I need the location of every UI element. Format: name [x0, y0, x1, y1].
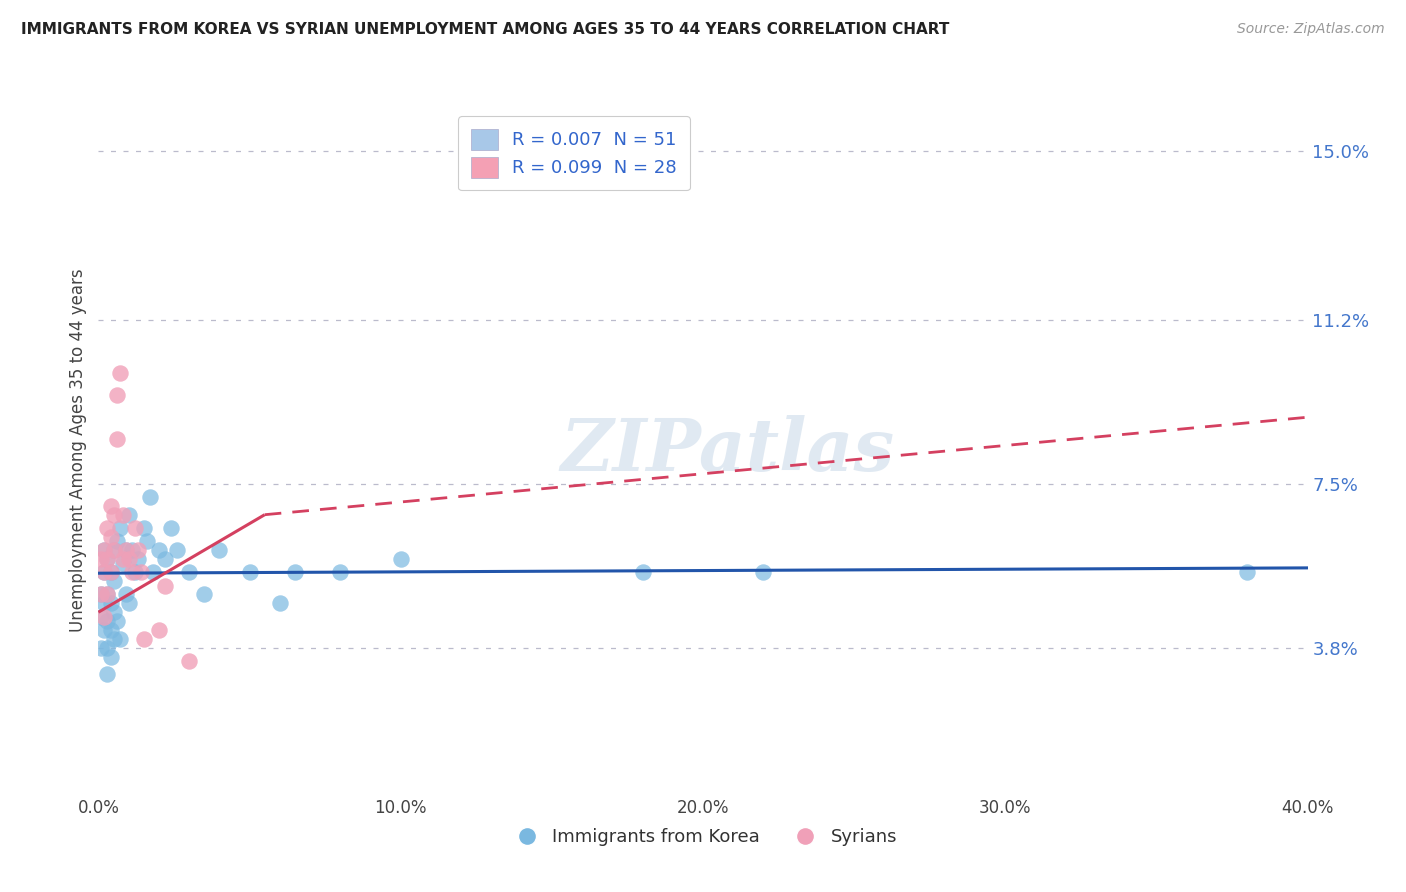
- Point: [160, 521, 183, 535]
- Point: [96, 521, 118, 535]
- Point: [90, 609, 112, 624]
- Point: [96, 552, 118, 566]
- Point: [129, 566, 152, 580]
- Point: [179, 566, 201, 580]
- Point: [100, 566, 122, 580]
- Point: [127, 552, 149, 566]
- Point: [153, 579, 176, 593]
- Point: [96, 614, 118, 628]
- Point: [105, 433, 128, 447]
- Point: [93, 566, 115, 580]
- Point: [284, 566, 307, 580]
- Point: [114, 543, 136, 558]
- Point: [100, 530, 122, 544]
- Point: [121, 566, 143, 580]
- Point: [114, 587, 136, 601]
- Point: [103, 543, 125, 558]
- Point: [105, 534, 128, 549]
- Point: [103, 605, 125, 619]
- Point: [127, 543, 149, 558]
- Point: [148, 623, 170, 637]
- Point: [90, 587, 112, 601]
- Point: [96, 552, 118, 566]
- Point: [111, 508, 134, 522]
- Point: [118, 508, 141, 522]
- Point: [135, 534, 157, 549]
- Point: [90, 552, 112, 566]
- Point: [193, 587, 215, 601]
- Point: [208, 543, 231, 558]
- Point: [100, 649, 122, 664]
- Point: [142, 566, 165, 580]
- Point: [239, 566, 262, 580]
- Point: [118, 596, 141, 610]
- Point: [96, 587, 118, 601]
- Point: [93, 543, 115, 558]
- Point: [93, 609, 115, 624]
- Point: [179, 654, 201, 668]
- Point: [100, 596, 122, 610]
- Point: [124, 566, 146, 580]
- Point: [96, 667, 118, 681]
- Point: [329, 566, 352, 580]
- Point: [752, 566, 775, 580]
- Point: [100, 566, 122, 580]
- Point: [114, 543, 136, 558]
- Point: [153, 552, 176, 566]
- Point: [269, 596, 291, 610]
- Point: [132, 521, 155, 535]
- Point: [108, 632, 131, 646]
- Point: [166, 543, 188, 558]
- Point: [108, 366, 131, 380]
- Point: [103, 632, 125, 646]
- Point: [93, 623, 115, 637]
- Text: ZIPatlas: ZIPatlas: [560, 415, 894, 486]
- Point: [132, 632, 155, 646]
- Point: [90, 640, 112, 655]
- Y-axis label: Unemployment Among Ages 35 to 44 years: Unemployment Among Ages 35 to 44 years: [69, 268, 87, 632]
- Point: [631, 566, 654, 580]
- Point: [103, 508, 125, 522]
- Point: [108, 521, 131, 535]
- Point: [139, 490, 162, 504]
- Point: [96, 640, 118, 655]
- Point: [148, 543, 170, 558]
- Point: [96, 587, 118, 601]
- Point: [100, 623, 122, 637]
- Point: [124, 521, 146, 535]
- Legend: Immigrants from Korea, Syrians: Immigrants from Korea, Syrians: [502, 822, 904, 854]
- Point: [93, 543, 115, 558]
- Point: [111, 552, 134, 566]
- Point: [93, 566, 115, 580]
- Point: [1236, 566, 1258, 580]
- Point: [103, 543, 125, 558]
- Point: [105, 388, 128, 402]
- Point: [105, 614, 128, 628]
- Point: [93, 596, 115, 610]
- Point: [121, 543, 143, 558]
- Point: [389, 552, 412, 566]
- Text: IMMIGRANTS FROM KOREA VS SYRIAN UNEMPLOYMENT AMONG AGES 35 TO 44 YEARS CORRELATI: IMMIGRANTS FROM KOREA VS SYRIAN UNEMPLOY…: [21, 22, 949, 37]
- Point: [100, 499, 122, 513]
- Point: [111, 557, 134, 571]
- Text: Source: ZipAtlas.com: Source: ZipAtlas.com: [1237, 22, 1385, 37]
- Point: [90, 587, 112, 601]
- Point: [103, 574, 125, 589]
- Point: [118, 552, 141, 566]
